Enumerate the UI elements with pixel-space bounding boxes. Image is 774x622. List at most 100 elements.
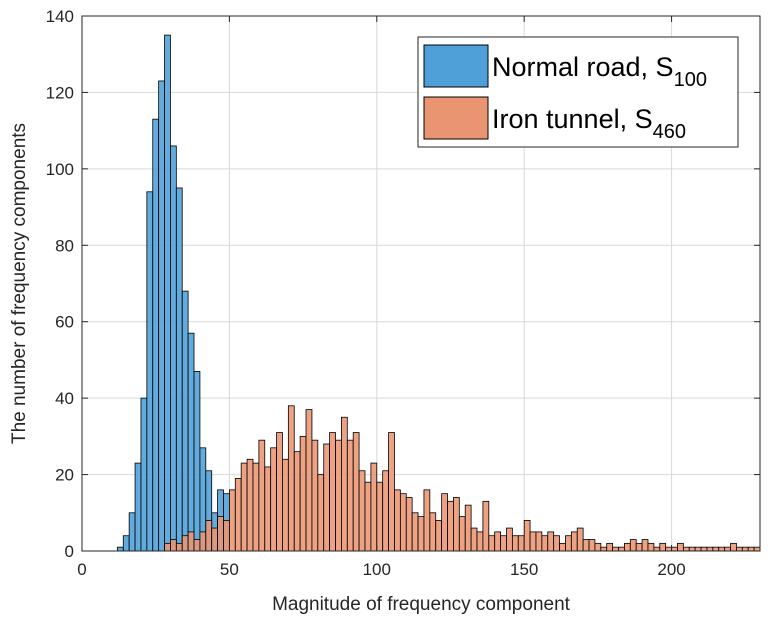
histogram-bar xyxy=(335,439,342,552)
histogram-bar xyxy=(152,118,160,552)
histogram-bar xyxy=(682,546,690,552)
histogram-bar xyxy=(270,447,277,552)
histogram-bar xyxy=(223,520,230,552)
y-tick-label: 0 xyxy=(65,542,74,561)
legend-label-subscript: 460 xyxy=(653,121,686,143)
histogram-bar xyxy=(529,531,537,552)
histogram-bar xyxy=(582,539,590,552)
histogram-bar xyxy=(175,187,183,552)
histogram-bar xyxy=(511,535,519,552)
histogram-bar xyxy=(535,531,543,552)
histogram-bar xyxy=(688,546,696,552)
histogram-bar xyxy=(553,535,560,552)
histogram-bar xyxy=(164,542,171,552)
histogram-bar xyxy=(146,191,154,552)
histogram-bar xyxy=(211,527,218,552)
histogram-bar xyxy=(494,531,501,552)
histogram-bar xyxy=(635,542,643,552)
y-axis-label: The number of frequency components xyxy=(9,123,30,444)
histogram-bar xyxy=(128,512,136,552)
histogram-bar xyxy=(523,520,531,552)
histogram-bar xyxy=(606,542,614,552)
y-tick-label: 60 xyxy=(55,313,74,332)
legend-swatch-iron-tunnel xyxy=(423,96,489,140)
histogram-bar xyxy=(641,539,649,552)
histogram-bar xyxy=(346,439,354,552)
histogram-bar xyxy=(187,332,195,552)
histogram-bar xyxy=(370,462,378,552)
histogram-bar xyxy=(170,539,177,552)
histogram-bar xyxy=(500,535,507,552)
histogram-bar xyxy=(394,489,401,552)
histogram-bar xyxy=(594,542,602,552)
histogram-bar xyxy=(341,416,348,552)
histogram-bar xyxy=(576,527,584,552)
histogram-bar xyxy=(647,542,655,552)
histogram-bar xyxy=(323,443,331,552)
histogram-bar xyxy=(565,535,572,552)
histogram-bar xyxy=(276,432,283,552)
histogram-bar xyxy=(441,493,448,552)
histogram-bar xyxy=(747,546,755,552)
histogram-bar xyxy=(618,546,625,552)
histogram-bar xyxy=(264,466,272,552)
histogram-bar xyxy=(234,477,242,552)
histogram-bar xyxy=(458,516,466,552)
histogram-bar xyxy=(258,439,266,552)
histogram-bar xyxy=(405,497,413,552)
histogram-bar xyxy=(164,34,171,552)
legend-swatch-normal-road xyxy=(423,44,489,88)
histogram-bar xyxy=(447,500,454,552)
legend-label-text: Iron tunnel, S xyxy=(492,104,653,134)
histogram-bar xyxy=(464,504,472,552)
histogram-bar xyxy=(122,535,130,552)
legend: Normal road, S100 Iron tunnel, S460 xyxy=(417,36,739,148)
histogram-bar xyxy=(376,481,384,552)
histogram-bar xyxy=(116,546,124,552)
histogram-bar xyxy=(700,546,708,552)
histogram-bar xyxy=(193,539,201,552)
histogram-bar xyxy=(724,546,731,552)
histogram-bar xyxy=(305,409,313,552)
histogram-bar xyxy=(317,474,325,552)
histogram-bar xyxy=(217,516,224,552)
histogram-bar xyxy=(753,546,761,552)
histogram-bar xyxy=(435,520,443,552)
histogram-bar xyxy=(600,546,608,552)
histogram-bar xyxy=(559,542,566,552)
histogram-bar xyxy=(588,539,596,552)
histogram-bar xyxy=(240,462,248,552)
histogram-bars xyxy=(116,34,761,552)
histogram-bar xyxy=(629,539,637,552)
histogram-bar xyxy=(506,527,513,552)
histogram-bar xyxy=(712,546,720,552)
histogram-bar xyxy=(429,512,437,552)
histogram-bar xyxy=(140,397,148,552)
histogram-bar xyxy=(665,546,672,552)
y-tick-label: 120 xyxy=(46,83,74,102)
histogram-bar xyxy=(517,535,525,552)
x-tick-label: 0 xyxy=(77,560,86,579)
histogram-bar xyxy=(677,542,684,552)
histogram-bar xyxy=(293,451,301,552)
x-tick-label: 150 xyxy=(510,560,538,579)
histogram-bar xyxy=(181,290,189,552)
histogram-bar xyxy=(718,546,726,552)
legend-label-iron-tunnel: Iron tunnel, S460 xyxy=(492,104,686,143)
x-tick-label: 100 xyxy=(363,560,391,579)
histogram-bar xyxy=(411,512,419,552)
histogram-bar xyxy=(671,546,678,552)
y-tick-label: 20 xyxy=(55,466,74,485)
histogram-bar xyxy=(488,535,496,552)
histogram-bar xyxy=(541,535,549,552)
histogram-bar xyxy=(659,542,667,552)
legend-label-text: Normal road, S xyxy=(492,52,674,82)
histogram-bar xyxy=(246,458,254,552)
histogram-bar xyxy=(352,432,360,552)
x-axis-label: Magnitude of frequency component xyxy=(272,594,571,615)
histogram-bar xyxy=(134,462,142,552)
series-0 xyxy=(116,34,230,552)
histogram-bar xyxy=(329,432,336,552)
x-tick-label: 200 xyxy=(657,560,685,579)
